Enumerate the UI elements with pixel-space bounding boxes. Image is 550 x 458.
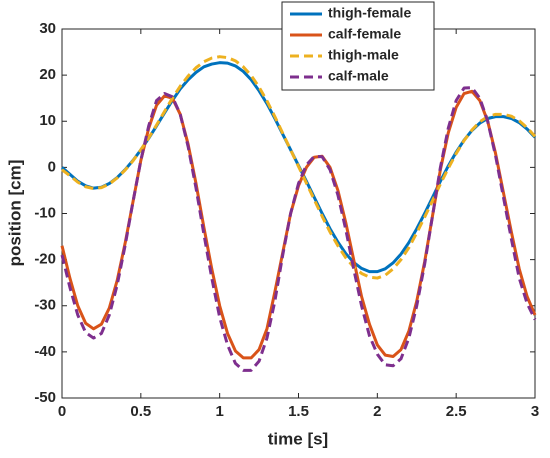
legend-label: thigh-female — [328, 5, 411, 21]
y-tick-label: -40 — [34, 343, 56, 360]
y-tick-label: -30 — [34, 297, 56, 314]
y-axis-label: position [cm] — [5, 160, 24, 267]
y-tick-label: 30 — [39, 20, 56, 37]
x-tick-label: 1.5 — [288, 403, 309, 420]
y-tick-label: 0 — [48, 158, 56, 175]
x-tick-label: 3 — [531, 403, 539, 420]
x-tick-label: 2 — [373, 403, 381, 420]
legend-label: thigh-male — [328, 47, 399, 63]
x-tick-label: 0 — [58, 403, 66, 420]
x-axis-label: time [s] — [268, 429, 328, 448]
legend-label: calf-male — [328, 68, 389, 84]
y-tick-label: 10 — [39, 112, 56, 129]
y-tick-label: -10 — [34, 204, 56, 221]
x-tick-label: 2.5 — [446, 403, 467, 420]
x-tick-label: 1 — [215, 403, 223, 420]
legend-label: calf-female — [328, 26, 401, 42]
y-tick-label: -20 — [34, 251, 56, 268]
line-series — [60, 86, 537, 372]
y-tick-label: -50 — [34, 389, 56, 406]
y-tick-label: 20 — [39, 66, 56, 83]
line-series — [61, 55, 537, 280]
legend-box — [281, 1, 435, 91]
x-tick-label: 0.5 — [130, 403, 151, 420]
